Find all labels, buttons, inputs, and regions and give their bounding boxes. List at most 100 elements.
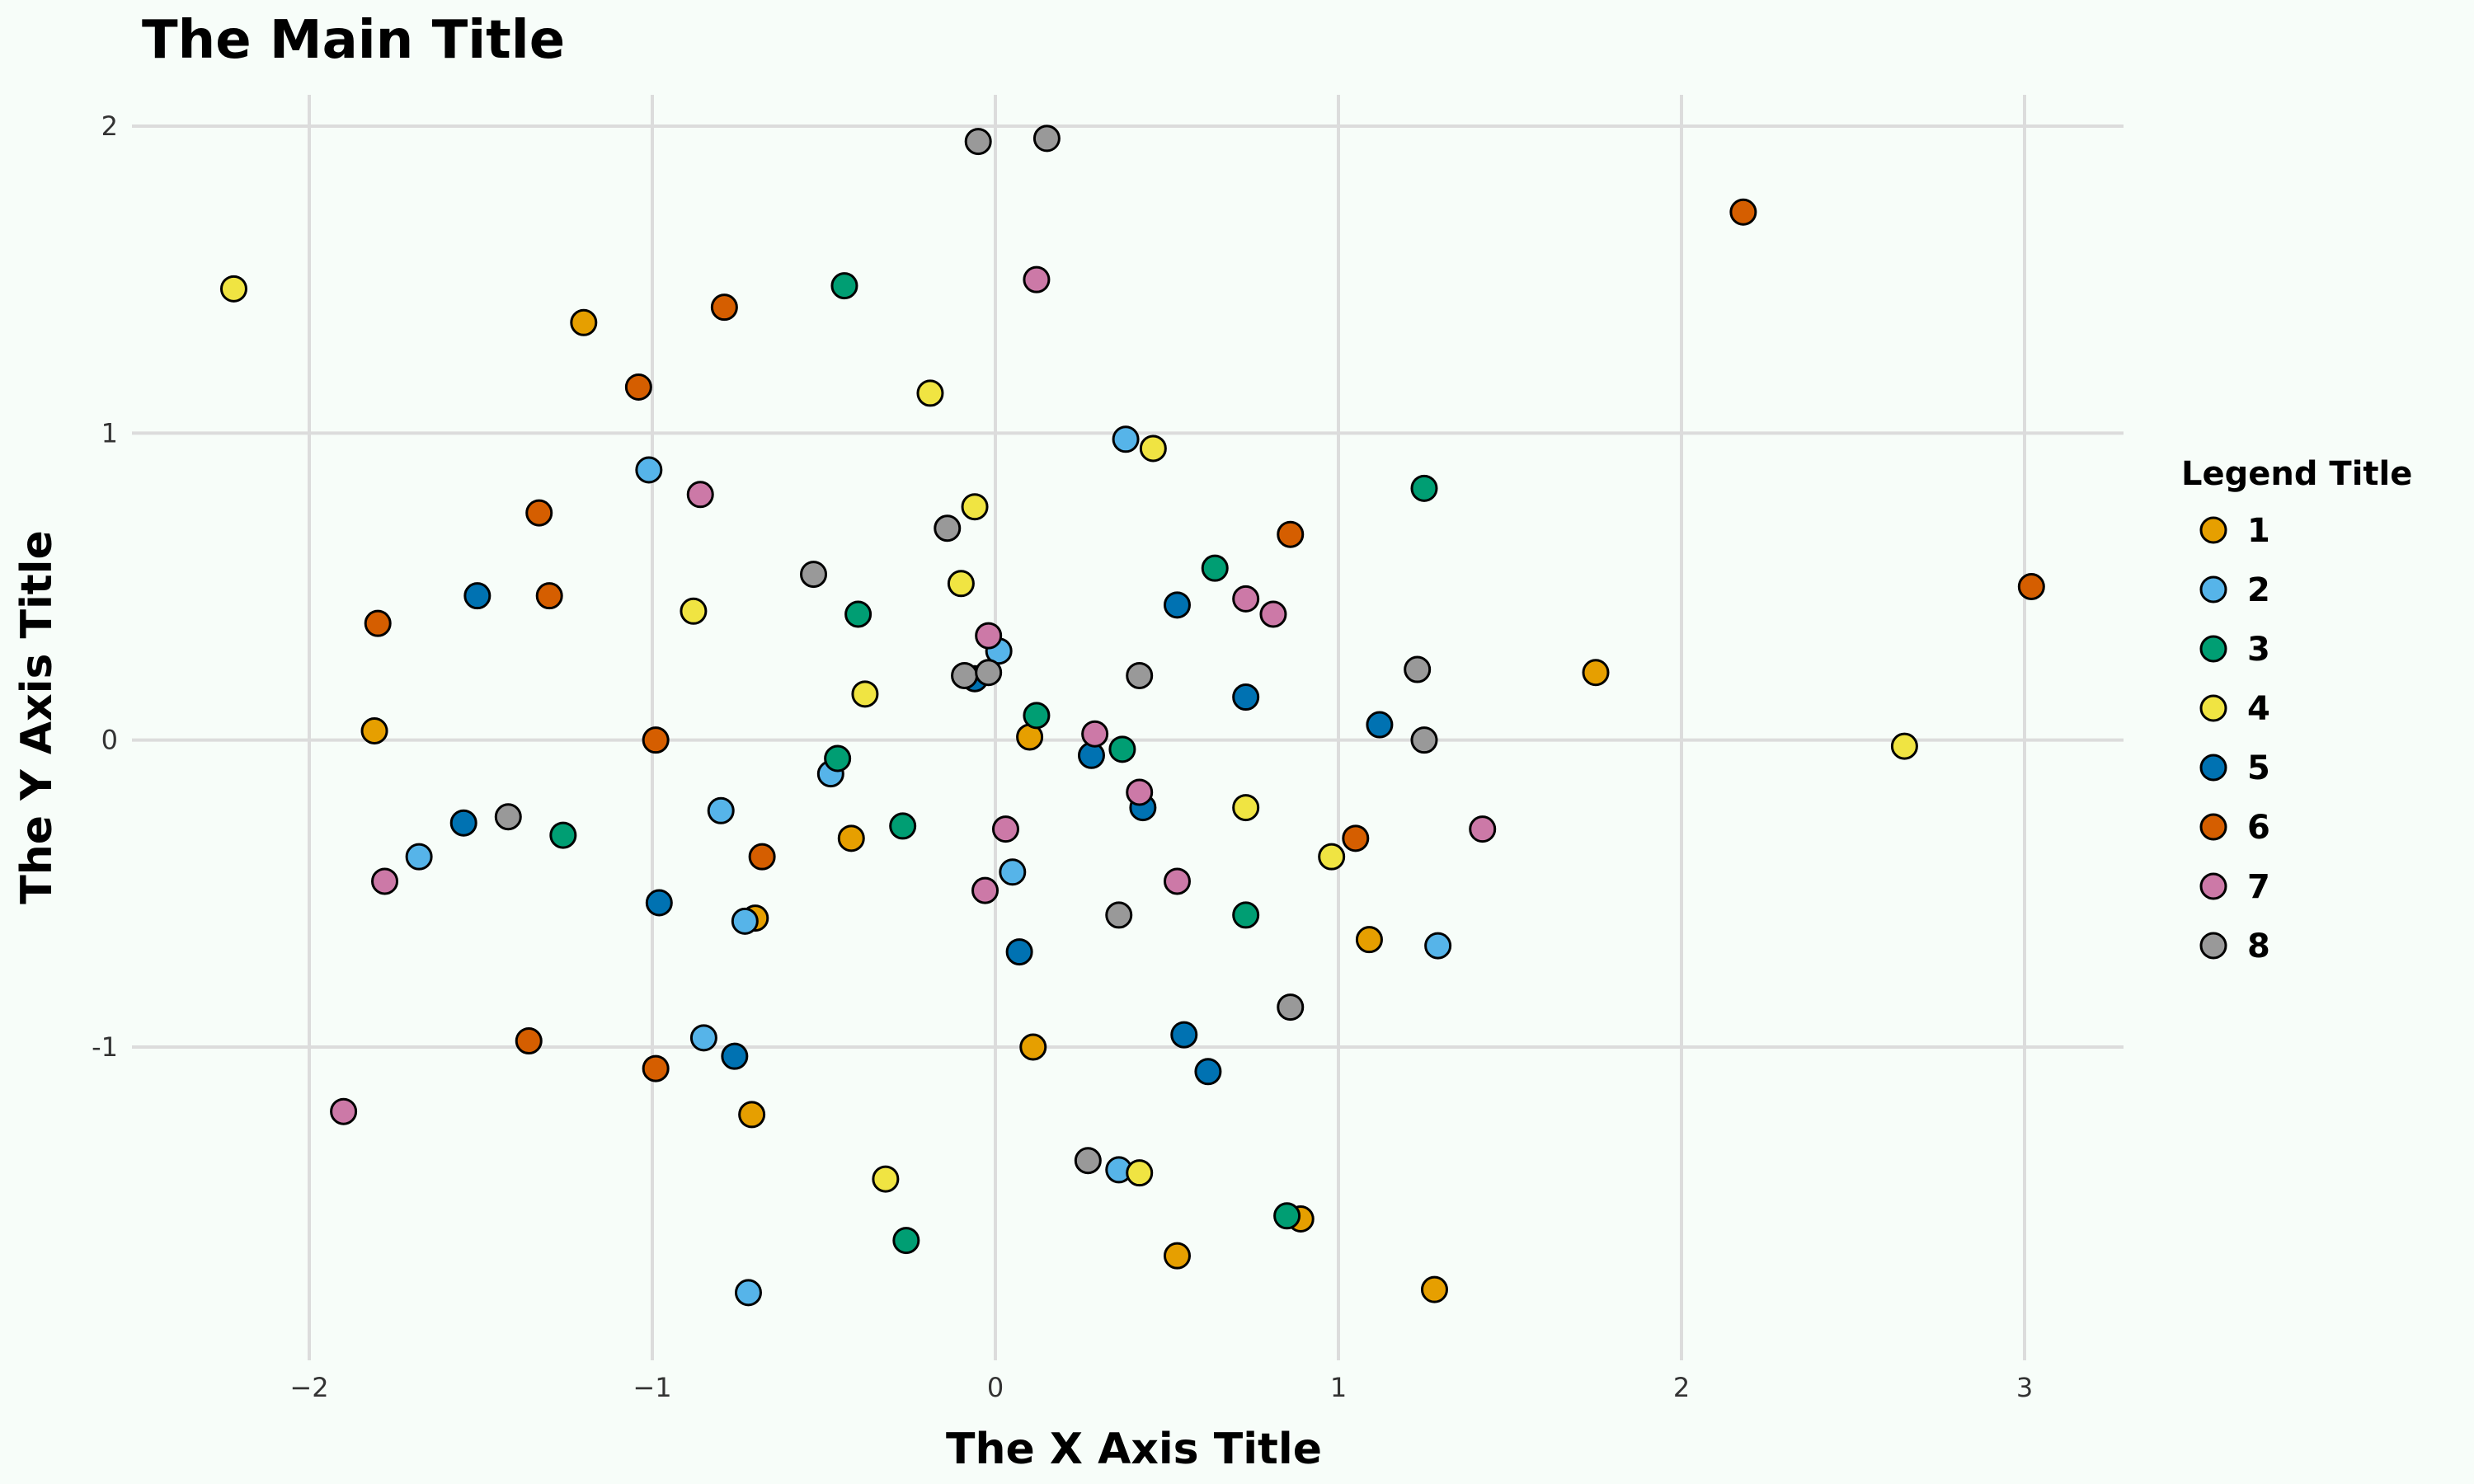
legend-label: 1: [2247, 512, 2270, 550]
data-point-series-7: [1232, 585, 1260, 613]
data-point-series-3: [830, 272, 858, 300]
legend-label: 2: [2247, 571, 2270, 609]
data-point-series-3: [844, 600, 872, 628]
data-point-series-8: [964, 128, 992, 156]
data-point-series-4: [219, 275, 247, 303]
data-point-series-1: [570, 308, 598, 336]
data-point-series-6: [748, 843, 776, 871]
data-point-series-8: [1105, 901, 1133, 929]
data-point-series-6: [1277, 520, 1305, 548]
data-point-series-3: [1201, 554, 1229, 582]
legend-item: 5: [2199, 749, 2270, 787]
data-point-series-2: [1112, 425, 1140, 453]
data-point-series-7: [971, 876, 999, 904]
data-point-series-5: [1232, 683, 1260, 711]
legend-item: 3: [2199, 631, 2270, 669]
data-point-series-1: [1163, 1242, 1191, 1270]
data-point-series-5: [463, 582, 492, 610]
data-point-series-6: [364, 609, 392, 637]
legend-swatch: [2199, 932, 2227, 960]
data-point-series-3: [1023, 702, 1051, 730]
legend-items: 1 2 3 4 5 6 7 8: [2199, 512, 2270, 965]
data-point-series-1: [1355, 926, 1383, 954]
legend-swatch: [2199, 813, 2227, 841]
legend-item: 8: [2199, 928, 2270, 965]
data-point-series-8: [1126, 661, 1154, 689]
data-point-series-2: [734, 1279, 762, 1307]
legend-item: 1: [2199, 512, 2270, 550]
data-point-series-2: [707, 796, 735, 824]
data-point-series-4: [947, 570, 975, 598]
data-point-series-2: [999, 858, 1027, 886]
data-point-series-6: [535, 582, 563, 610]
legend-item: 6: [2199, 809, 2270, 847]
data-point-series-6: [525, 499, 553, 527]
data-point-series-4: [680, 597, 708, 625]
chart-title: The Main Title: [142, 10, 565, 71]
data-point-series-3: [1273, 1202, 1301, 1230]
data-point-series-3: [1410, 474, 1438, 502]
data-point-series-8: [1074, 1147, 1102, 1175]
data-point-series-6: [1729, 198, 1757, 226]
legend-label: 3: [2247, 631, 2270, 669]
x-tick-label: 3: [2016, 1372, 2033, 1403]
legend-item: 7: [2199, 868, 2270, 906]
data-point-series-7: [330, 1097, 358, 1125]
data-point-series-3: [1108, 735, 1136, 763]
data-point-series-5: [1366, 711, 1394, 739]
legend-swatch: [2199, 872, 2227, 900]
x-tick-label: 1: [1330, 1372, 1347, 1403]
y-tick-label: -1: [92, 1031, 118, 1063]
data-point-series-4: [961, 493, 989, 521]
data-point-series-1: [1582, 659, 1610, 687]
data-point-series-3: [889, 812, 917, 840]
data-point-series-7: [1163, 867, 1191, 895]
data-point-series-5: [645, 889, 673, 917]
data-point-series-5: [721, 1042, 749, 1070]
data-point-series-2: [405, 843, 433, 871]
legend-item: 4: [2199, 690, 2270, 728]
data-point-series-3: [1232, 901, 1260, 929]
data-point-series-2: [1424, 932, 1452, 960]
legend-swatch: [2199, 575, 2227, 603]
data-point-series-3: [824, 744, 852, 773]
data-point-series-4: [1126, 1159, 1154, 1187]
data-point-series-7: [686, 481, 714, 509]
x-tick-label: 0: [987, 1372, 1004, 1403]
legend: Legend Title 1 2 3 4 5 6 7 8: [2181, 455, 2412, 965]
data-point-series-6: [1342, 824, 1370, 852]
data-point-series-8: [800, 561, 828, 589]
data-point-series-7: [1023, 265, 1051, 294]
tick-labels: −2 −1 0 1 2 3 -1 0 1 2: [92, 110, 2033, 1403]
data-point-series-7: [1081, 720, 1109, 748]
data-point-series-4: [1318, 843, 1346, 871]
data-point-series-1: [1420, 1275, 1448, 1303]
data-point-series-6: [2017, 573, 2045, 600]
data-point-series-5: [1194, 1058, 1222, 1086]
data-point-series-2: [689, 1024, 717, 1052]
data-point-series-1: [837, 824, 865, 852]
data-point-series-8: [951, 661, 979, 689]
data-point-series-4: [916, 379, 944, 407]
data-point-series-4: [1232, 794, 1260, 822]
data-point-series-2: [635, 456, 663, 484]
data-point-series-1: [738, 1101, 766, 1129]
legend-label: 6: [2247, 809, 2270, 847]
data-point-series-5: [449, 809, 477, 837]
data-point-series-4: [1139, 434, 1167, 463]
data-point-series-3: [549, 821, 577, 849]
x-tick-label: −2: [289, 1372, 328, 1403]
data-points: [219, 124, 2045, 1307]
legend-swatch: [2199, 754, 2227, 782]
legend-label: 7: [2247, 868, 2270, 906]
data-point-series-1: [360, 716, 388, 744]
data-point-series-8: [1410, 726, 1438, 754]
data-point-series-4: [1890, 732, 1918, 760]
data-point-series-6: [710, 294, 738, 322]
legend-label: 5: [2247, 749, 2270, 787]
legend-swatch: [2199, 516, 2227, 544]
data-point-series-7: [1469, 815, 1497, 843]
y-tick-label: 2: [101, 110, 118, 142]
data-point-series-7: [371, 867, 399, 895]
